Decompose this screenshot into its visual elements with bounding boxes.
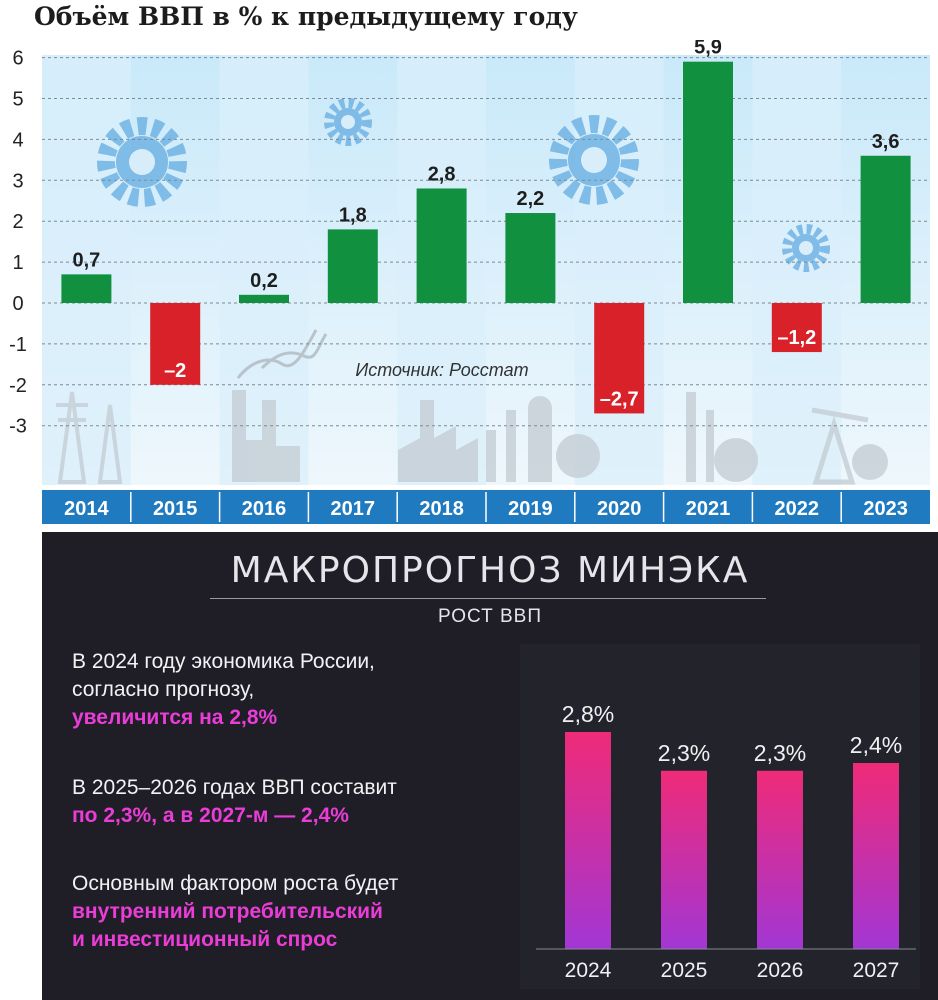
column-stripe bbox=[42, 55, 131, 485]
y-axis-ticks: 6 5 4 3 2 1 0 -1 -2 -3 bbox=[9, 48, 27, 438]
column-stripe bbox=[574, 55, 664, 485]
paragraph-line: Основным фактором роста будет bbox=[72, 872, 399, 895]
source-note: Источник: Росстат bbox=[355, 360, 528, 380]
industrial-silhouettes bbox=[56, 390, 888, 485]
value-label: 5,9 bbox=[694, 40, 722, 59]
tank-icon bbox=[556, 434, 600, 478]
smoke-icon bbox=[236, 329, 318, 379]
y-tick-label: -2 bbox=[9, 375, 27, 397]
paragraph-highlight: увеличится на 2,8% bbox=[72, 706, 278, 729]
forecast-year-label: 2025 bbox=[661, 959, 708, 982]
x-tick-label: 2019 bbox=[508, 498, 553, 520]
x-tick-label: 2022 bbox=[775, 498, 820, 520]
forecast-subtitle: РОСТ ВВП bbox=[437, 606, 542, 627]
factory-icon bbox=[398, 400, 478, 482]
tank-icon bbox=[852, 444, 888, 480]
power-pylon-icon bbox=[56, 391, 88, 484]
y-tick-label: 4 bbox=[12, 129, 23, 151]
forecast-paragraph-2024: В 2024 году экономика России, согласно п… bbox=[72, 648, 502, 732]
value-label: 3,6 bbox=[872, 131, 900, 153]
forecast-value-labels: 2,8% 2,3% 2,3% 2,4% bbox=[562, 701, 902, 766]
refinery-icon bbox=[686, 392, 714, 482]
value-label: 2,8 bbox=[428, 163, 456, 185]
x-tick-label: 2020 bbox=[597, 498, 642, 520]
gear-icon bbox=[97, 117, 187, 207]
gear-decorations bbox=[97, 98, 830, 272]
factory-icon bbox=[486, 396, 552, 482]
forecast-value-label: 2,3% bbox=[658, 740, 710, 766]
forecast-bar-2025 bbox=[661, 770, 707, 949]
y-tick-label: 2 bbox=[12, 211, 23, 233]
forecast-panel: МАКРОПРОГНОЗ МИНЭКА РОСТ ВВП В 2024 году… bbox=[42, 532, 938, 1000]
forecast-bars bbox=[565, 732, 899, 949]
y-tick-label: -3 bbox=[9, 416, 27, 438]
value-label: 2,2 bbox=[516, 188, 544, 210]
value-label: –1,2 bbox=[777, 327, 816, 349]
oil-pump-icon bbox=[811, 407, 869, 485]
x-tick-label: 2016 bbox=[242, 498, 287, 520]
value-label: 1,8 bbox=[339, 204, 367, 226]
x-tick-label: 2014 bbox=[64, 498, 109, 520]
forecast-year-label: 2027 bbox=[853, 959, 900, 982]
paragraph-highlight: и инвестиционный спрос bbox=[72, 928, 338, 951]
forecast-paragraph-2025-2027: В 2025–2026 годах ВВП составит по 2,3%, … bbox=[72, 774, 502, 830]
paragraph-highlight: внутренний потребительский bbox=[72, 900, 383, 923]
smoke-swirls bbox=[236, 329, 328, 379]
value-label: –2,7 bbox=[600, 388, 639, 410]
x-tick-label: 2023 bbox=[863, 498, 908, 520]
title-divider bbox=[210, 598, 766, 599]
value-label: –2 bbox=[164, 360, 186, 382]
bar-2015 bbox=[150, 303, 201, 385]
forecast-year-label: 2024 bbox=[565, 959, 612, 982]
forecast-value-label: 2,4% bbox=[850, 732, 902, 758]
gdp-forecast-chart: 2,8% 2,3% 2,3% 2,4% 2024 2025 2026 2027 bbox=[520, 644, 920, 989]
bar-2014 bbox=[61, 274, 112, 303]
gear-icon bbox=[782, 224, 830, 272]
paragraph-line: В 2024 году экономика России, bbox=[72, 650, 375, 673]
value-labels: 0,7 –2 0,2 1,8 2,8 2,2 –2,7 5,9 –1,2 3,6 bbox=[72, 40, 899, 410]
forecast-bar-2026 bbox=[757, 770, 803, 949]
forecast-bar-2027 bbox=[853, 763, 899, 949]
bar-2019 bbox=[505, 213, 556, 303]
forecast-title: МАКРОПРОГНОЗ МИНЭКА bbox=[230, 550, 750, 591]
tank-icon bbox=[714, 438, 758, 482]
y-tick-label: 0 bbox=[12, 293, 23, 315]
x-axis-labels: 2014 2015 2016 2017 2018 2019 2020 2021 2022 2023 bbox=[64, 492, 908, 522]
gear-icon bbox=[549, 115, 639, 205]
forecast-year-labels: 2024 2025 2026 2027 bbox=[565, 959, 900, 982]
forecast-year-label: 2026 bbox=[757, 959, 804, 982]
x-tick-label: 2015 bbox=[153, 498, 198, 520]
y-tick-label: 6 bbox=[12, 48, 23, 70]
paragraph-line: согласно прогнозу, bbox=[72, 678, 255, 701]
paragraph-line: В 2025–2026 годах ВВП составит bbox=[72, 776, 397, 799]
y-tick-label: 5 bbox=[12, 89, 23, 111]
forecast-value-label: 2,8% bbox=[562, 701, 614, 727]
bar-2017 bbox=[327, 229, 378, 303]
smoke-icon bbox=[260, 333, 328, 370]
gdp-history-chart: 6 5 4 3 2 1 0 -1 -2 -3 0,7 –2 0,2 1,8 2,8 2,2 –2,7 5,9 –1… bbox=[9, 40, 930, 524]
chart-title: Объём ВВП в % к предыдущему году bbox=[34, 2, 578, 31]
y-tick-label: 3 bbox=[12, 170, 23, 192]
paragraph-highlight: по 2,3%, а в 2027-м — 2,4% bbox=[72, 804, 349, 827]
forecast-value-label: 2,3% bbox=[754, 740, 806, 766]
value-label: 0,2 bbox=[250, 270, 278, 292]
y-tick-label: 1 bbox=[12, 252, 23, 274]
bar-2016 bbox=[239, 294, 289, 303]
bar-2021 bbox=[683, 61, 733, 303]
bar-2022 bbox=[771, 303, 822, 353]
bars bbox=[61, 61, 911, 414]
factory-icon bbox=[232, 390, 300, 482]
value-label: 0,7 bbox=[72, 249, 100, 271]
x-tick-label: 2017 bbox=[331, 498, 376, 520]
bar-2018 bbox=[416, 188, 467, 303]
forecast-paragraph-drivers: Основным фактором роста будет внутренний… bbox=[72, 870, 502, 954]
gear-icon bbox=[324, 98, 372, 146]
power-pylon-icon bbox=[97, 404, 123, 484]
bar-2020 bbox=[594, 303, 645, 414]
y-tick-label: -1 bbox=[9, 334, 27, 356]
x-tick-label: 2021 bbox=[686, 498, 731, 520]
bar-2023 bbox=[860, 155, 911, 303]
x-tick-label: 2018 bbox=[419, 498, 464, 520]
forecast-bar-2024 bbox=[565, 732, 611, 949]
